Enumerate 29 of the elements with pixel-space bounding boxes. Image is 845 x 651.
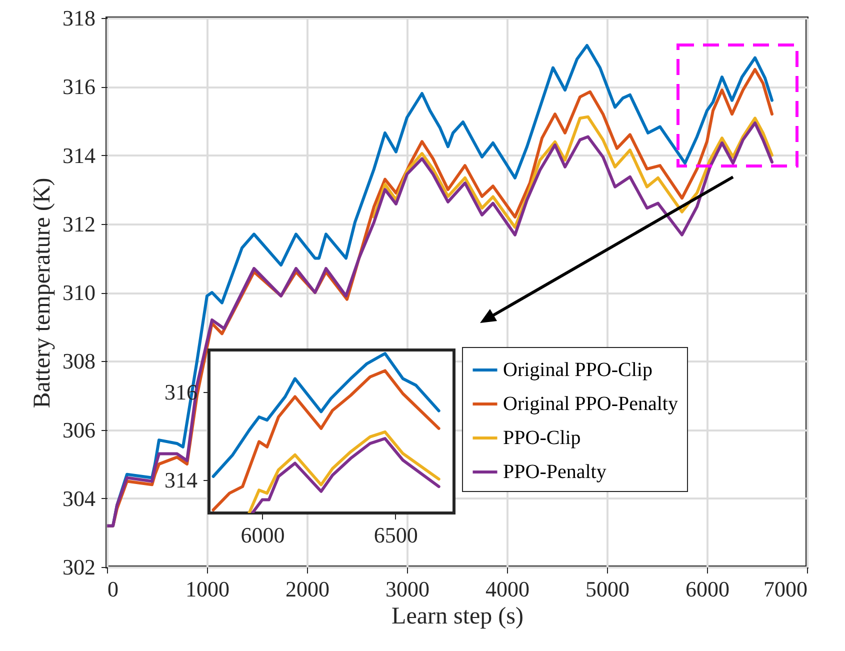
y-tick-label: 312 xyxy=(62,211,96,236)
x-tick-label: 6000 xyxy=(686,576,730,602)
x-tick-label: 2000 xyxy=(286,576,330,602)
y-tick-label: 302 xyxy=(62,554,96,580)
line-series xyxy=(372,115,774,229)
y-tick-label: 314 xyxy=(164,467,198,492)
y-tick-label: 308 xyxy=(62,348,96,374)
x-tick-label: 4000 xyxy=(486,576,530,602)
x-tick-label: 6500 xyxy=(374,522,418,548)
line-series xyxy=(212,352,440,478)
y-tick-label: 314 xyxy=(62,142,96,168)
x-tick-label: 6000 xyxy=(240,522,285,548)
y-tick-label: 316 xyxy=(62,74,96,100)
x-tick-label: 1000 xyxy=(186,576,230,602)
y-tick-label: 310 xyxy=(62,280,96,305)
legend-label: Original PPO-Penalty xyxy=(503,393,678,415)
y-tick-label: 306 xyxy=(62,417,96,442)
legend-label: PPO-Clip xyxy=(503,427,581,449)
line-series xyxy=(212,369,440,512)
legend-label: Original PPO-Clip xyxy=(503,359,652,381)
x-tick-label: 7000 xyxy=(764,576,808,602)
x-tick-label: 0 xyxy=(108,576,118,602)
x-tick-label: 3000 xyxy=(386,576,430,602)
x-axis-title: Learn step (s) xyxy=(392,604,524,630)
y-tick-label: 318 xyxy=(62,6,96,30)
legend-label: PPO-Penalty xyxy=(503,461,606,483)
y-tick-label: 304 xyxy=(62,486,96,511)
y-axis-title: Battery temperature (K) xyxy=(30,178,56,408)
x-tick-label: 5000 xyxy=(586,576,630,602)
